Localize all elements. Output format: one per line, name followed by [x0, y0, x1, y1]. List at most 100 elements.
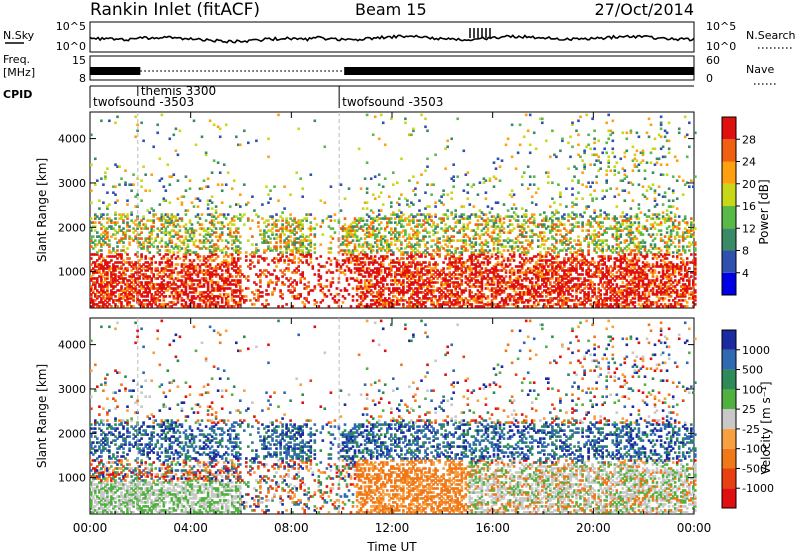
data-cell: [343, 273, 347, 276]
data-cell: [116, 249, 119, 252]
data-cell: [412, 293, 415, 296]
data-cell: [146, 241, 150, 244]
data-cell: [381, 275, 385, 278]
data-cell: [303, 217, 307, 220]
data-cell: [277, 259, 280, 262]
data-cell: [156, 273, 160, 276]
data-cell: [414, 231, 417, 234]
data-cell: [164, 253, 168, 256]
data-cell: [392, 299, 395, 302]
data-cell: [359, 225, 363, 228]
data-cell: [210, 223, 214, 226]
data-cell: [150, 227, 154, 230]
data-cell: [271, 281, 274, 284]
data-cell: [158, 291, 162, 294]
data-cell: [470, 291, 474, 294]
data-cell: [134, 277, 137, 280]
data-cell: [400, 231, 403, 234]
data-cell: [184, 305, 188, 308]
data-cell: [144, 281, 148, 284]
data-cell: [100, 215, 103, 218]
data-cell: [377, 299, 381, 302]
data-cell: [120, 177, 123, 180]
data-cell: [206, 283, 210, 286]
data-cell: [377, 217, 381, 220]
data-cell: [388, 267, 391, 270]
data-cell: [90, 299, 93, 302]
data-cell: [208, 245, 212, 248]
data-cell: [379, 293, 383, 296]
data-cell: [94, 295, 97, 298]
data-cell: [106, 301, 109, 304]
data-cell: [90, 133, 93, 137]
data-cell: [150, 237, 154, 240]
data-cell: [297, 225, 301, 228]
data-cell: [436, 249, 439, 252]
data-cell: [398, 279, 401, 282]
data-cell: [200, 291, 204, 294]
data-cell: [212, 231, 216, 234]
data-cell: [285, 227, 288, 230]
data-cell: [263, 237, 266, 240]
data-cell: [128, 275, 131, 278]
data-cell: [377, 297, 381, 300]
data-cell: [412, 255, 415, 258]
data-cell: [394, 301, 397, 304]
data-cell: [144, 265, 148, 268]
data-cell: [408, 179, 411, 182]
data-cell: [162, 269, 166, 272]
data-cell: [235, 285, 238, 288]
data-cell: [430, 293, 433, 296]
data-cell: [369, 233, 373, 236]
data-cell: [394, 295, 397, 298]
data-cell: [162, 287, 166, 290]
data-cell: [438, 253, 441, 256]
data-cell: [198, 279, 202, 282]
data-cell: [432, 273, 435, 276]
data-cell: [230, 267, 234, 270]
data-cell: [498, 165, 502, 168]
data-cell: [144, 223, 148, 226]
data-cell: [130, 295, 133, 298]
data-cell: [166, 231, 170, 234]
data-cell: [96, 297, 99, 300]
data-cell: [144, 275, 148, 278]
data-cell: [351, 239, 355, 242]
data-cell: [309, 239, 313, 242]
data-cell: [363, 281, 367, 284]
data-cell: [545, 215, 548, 218]
data-cell: [426, 281, 429, 284]
data-cell: [118, 301, 121, 304]
freq-bar: [90, 67, 141, 75]
data-cell: [100, 253, 103, 256]
data-cell: [301, 233, 305, 236]
data-cell: [160, 227, 164, 230]
data-cell: [152, 145, 156, 149]
data-cell: [90, 269, 93, 272]
data-cell: [547, 175, 550, 178]
data-cell: [206, 233, 210, 236]
data-cell: [526, 285, 530, 288]
data-cell: [166, 253, 170, 256]
data-cell: [230, 291, 234, 294]
data-cell: [321, 219, 325, 222]
data-cell: [114, 277, 117, 280]
data-cell: [184, 273, 188, 276]
data-cell: [279, 295, 282, 298]
data-cell: [327, 215, 331, 218]
data-cell: [357, 257, 361, 260]
data-cell: [450, 211, 454, 214]
data-cell: [259, 255, 262, 258]
data-cell: [381, 301, 385, 304]
data-cell: [271, 223, 274, 226]
data-cell: [299, 229, 303, 232]
data-cell: [273, 247, 276, 250]
data-cell: [293, 271, 296, 274]
data-cell: [174, 287, 178, 290]
data-cell: [96, 253, 99, 256]
data-cell: [422, 301, 425, 304]
data-cell: [247, 219, 250, 222]
data-cell: [377, 267, 381, 270]
data-cell: [102, 225, 105, 228]
data-cell: [180, 279, 184, 282]
